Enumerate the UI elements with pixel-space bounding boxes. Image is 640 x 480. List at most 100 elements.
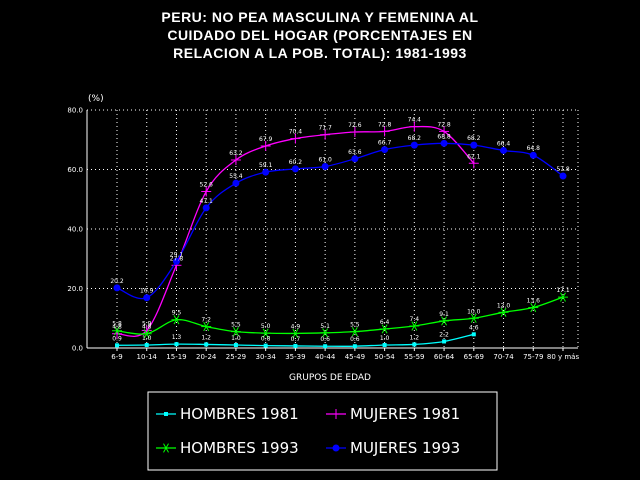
x-tick-label: 60-64 xyxy=(434,353,455,361)
data-point xyxy=(379,126,390,137)
data-point xyxy=(171,315,182,325)
y-tick-label: 0.0 xyxy=(72,345,83,353)
data-point xyxy=(204,342,209,347)
data-label: 7.4 xyxy=(410,316,420,323)
data-label: 4.9 xyxy=(291,323,301,330)
y-tick-label: 40.0 xyxy=(67,226,83,234)
data-point xyxy=(471,332,476,337)
marker-stroke xyxy=(203,321,210,332)
data-label: 72.8 xyxy=(437,121,451,128)
data-label: 70.4 xyxy=(289,129,303,136)
data-label: 1.0 xyxy=(142,335,152,342)
data-point xyxy=(293,343,298,348)
data-label: 62.1 xyxy=(467,153,481,160)
data-label: 68.2 xyxy=(408,135,422,142)
data-label: 57.8 xyxy=(556,166,570,173)
data-label: 6.4 xyxy=(380,319,390,326)
axes: 0.0 20.0 40.0 60.0 80.0 6-9 10-14 15-19 20-24 25-… xyxy=(67,107,579,362)
data-point xyxy=(143,294,151,302)
data-point xyxy=(263,343,268,348)
marker-stroke xyxy=(322,328,329,338)
data-point xyxy=(260,140,271,151)
data-label: 2.2 xyxy=(439,331,449,338)
data-point xyxy=(201,186,212,197)
data-label: 72.8 xyxy=(378,121,392,128)
data-label: 4.8 xyxy=(142,324,152,331)
data-label: 5.0 xyxy=(261,323,271,330)
legend-label: HOMBRES 1981 xyxy=(180,405,299,423)
marker-stroke xyxy=(470,313,477,323)
data-label: 0.8 xyxy=(261,336,271,343)
data-label: 7.2 xyxy=(201,317,211,324)
data-labels: 0.9 1.0 1.3 1.2 1.0 0.8 0.7 0.6 0.6 1.0 1.2 2.2 4.6 4… xyxy=(110,117,570,344)
legend-marker xyxy=(164,412,168,416)
data-label: 9.1 xyxy=(439,311,449,318)
x-tick-label: 80 y más xyxy=(547,353,580,361)
x-tick-label: 15-19 xyxy=(166,353,186,361)
data-label: 66.7 xyxy=(378,140,392,147)
legend-marker xyxy=(332,444,340,452)
x-tick-label: 65-69 xyxy=(464,353,484,361)
data-point xyxy=(440,139,448,147)
marker-stroke xyxy=(351,327,358,337)
data-label: 61.0 xyxy=(318,157,332,164)
data-point xyxy=(498,307,509,317)
data-label: 1.0 xyxy=(380,335,390,342)
data-point xyxy=(291,165,299,173)
data-point xyxy=(468,158,479,169)
data-label: 16.9 xyxy=(140,288,154,295)
data-point xyxy=(201,321,212,332)
series-mujeres-1981 xyxy=(112,121,479,339)
series-hombres-1981 xyxy=(115,332,476,349)
data-point xyxy=(233,343,238,348)
chart-title-line-2: CUIDADO DEL HOGAR (PORCENTAJES EN xyxy=(167,27,473,43)
x-tick-label: 20-24 xyxy=(196,353,217,361)
legend-label: MUJERES 1993 xyxy=(350,439,460,457)
data-point xyxy=(290,133,301,144)
marker-stroke xyxy=(143,329,150,339)
series-line xyxy=(116,296,564,335)
data-point xyxy=(172,257,180,265)
marker-stroke xyxy=(530,302,537,313)
data-label: 4.6 xyxy=(469,324,479,331)
y-tick-label: 20.0 xyxy=(67,285,83,293)
data-point xyxy=(115,343,119,348)
data-point xyxy=(174,342,179,347)
data-point xyxy=(290,328,301,339)
marker-stroke xyxy=(381,324,388,334)
marker-stroke xyxy=(262,328,269,338)
data-point xyxy=(529,151,537,159)
data-point xyxy=(352,344,357,349)
data-label: 0.6 xyxy=(320,336,330,343)
data-label: 1.2 xyxy=(410,334,420,341)
data-point xyxy=(351,155,359,163)
data-point xyxy=(202,204,210,212)
y-tick-label: 80.0 xyxy=(67,107,83,115)
data-label: 5.9 xyxy=(142,320,152,327)
data-label: 0.6 xyxy=(350,336,360,343)
data-point xyxy=(468,313,479,323)
y-axis-unit-label: (%) xyxy=(88,94,104,104)
data-point xyxy=(262,168,270,176)
data-label: 1.0 xyxy=(231,335,241,342)
data-point xyxy=(558,292,568,302)
data-label: 29.1 xyxy=(170,251,184,258)
data-label: 59.1 xyxy=(259,162,273,169)
data-label: 47.1 xyxy=(200,198,214,205)
data-point xyxy=(349,127,360,138)
data-label: 10.0 xyxy=(467,308,481,315)
data-label: 68.2 xyxy=(467,135,481,142)
data-point xyxy=(412,342,417,347)
chart-title-line-1: PERU: NO PEA MASCULINA Y FEMENINA AL xyxy=(161,9,479,25)
series-hombres-1993 xyxy=(112,292,568,339)
legend-label: HOMBRES 1993 xyxy=(180,439,299,457)
data-label: 66.4 xyxy=(497,140,511,147)
marker-stroke xyxy=(500,307,507,317)
data-point xyxy=(112,326,122,336)
data-point xyxy=(379,324,390,334)
x-tick-label: 40-44 xyxy=(315,353,336,361)
legend: HOMBRES 1981 MUJERES 1981 HOMBRES 1993 MUJE… xyxy=(147,391,498,471)
data-point xyxy=(230,327,241,337)
data-label: 9.5 xyxy=(172,310,182,317)
data-point xyxy=(470,141,478,149)
